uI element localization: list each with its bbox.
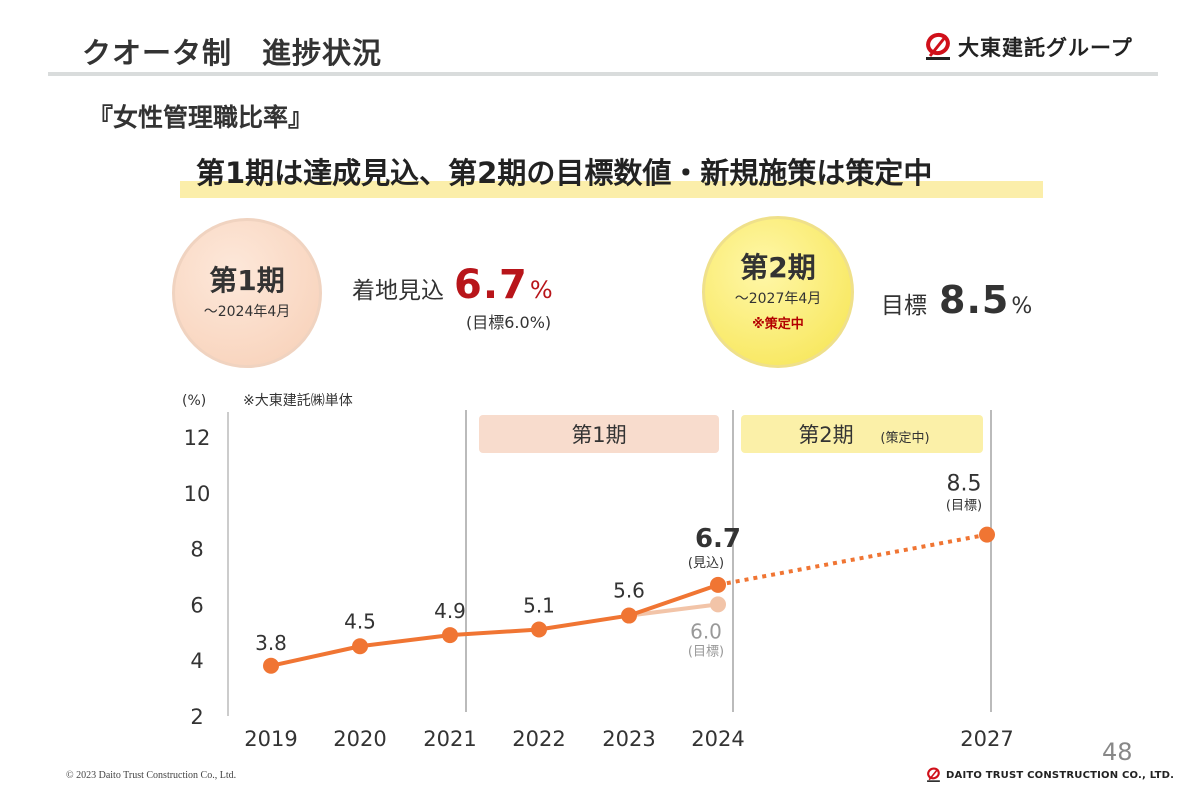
company-logo: 大東建託グループ <box>924 32 1133 62</box>
forecast-annotation: (見込) <box>688 556 724 571</box>
y-tick-label: 4 <box>190 649 203 673</box>
data-label: 3.8 <box>255 631 287 655</box>
x-tick-label: 2019 <box>244 727 297 751</box>
data-point <box>352 638 368 655</box>
data-point <box>621 607 637 624</box>
target-line-period1 <box>628 602 719 618</box>
daito-logo-icon <box>926 32 950 60</box>
period1-range: ～2024年4月 <box>203 304 291 321</box>
target-value: 8.5 <box>939 278 1010 322</box>
data-point <box>263 657 279 674</box>
footer-company: DAITO TRUST CONSTRUCTION CO., LTD. <box>946 769 1175 781</box>
x-tick-label: 2022 <box>512 727 565 751</box>
band-period2 <box>741 415 983 453</box>
section-title: 『女性管理職比率』 <box>88 103 314 132</box>
data-point <box>531 621 547 638</box>
period2-circle: 第2期 ～2027年4月 ※策定中 <box>702 216 854 368</box>
target-line-period2 <box>717 532 988 587</box>
actual-line <box>270 582 719 668</box>
header-divider <box>48 72 1158 76</box>
period1-title: 第1期 <box>209 263 285 297</box>
band-period1 <box>479 415 719 453</box>
target-annotation-2024: (目標) <box>688 644 724 659</box>
data-label: 5.6 <box>613 579 645 603</box>
x-tick-label: 2027 <box>960 727 1013 751</box>
target-label: 目標 <box>881 293 927 319</box>
period2-title: 第2期 <box>740 250 816 284</box>
target-annotation-2027: (目標) <box>946 499 982 514</box>
y-unit-label: (%) <box>182 393 206 409</box>
headline-highlight <box>180 181 1043 198</box>
x-tick-label: 2024 <box>691 727 744 751</box>
x-tick-label: 2020 <box>333 727 386 751</box>
chart-note: ※大東建託㈱単体 <box>243 393 353 409</box>
y-tick-label: 2 <box>190 705 203 729</box>
copyright: © 2023 Daito Trust Construction Co., Ltd… <box>66 770 237 781</box>
period2-range: ～2027年4月 <box>734 291 822 308</box>
footer-logo: DAITO TRUST CONSTRUCTION CO., LTD. <box>926 767 1174 783</box>
period2-note: ※策定中 <box>752 317 804 333</box>
period1-circle: 第1期 ～2024年4月 <box>172 218 322 368</box>
band-period1-label: 第1期 <box>571 423 626 447</box>
band-period2-label: 第2期 <box>798 423 853 447</box>
daito-logo-icon <box>927 767 940 782</box>
target-label-2027: 8.5 <box>947 472 982 497</box>
band-period2-sub: (策定中) <box>880 430 929 446</box>
page-title: クオータ制 進捗状況 <box>82 36 383 70</box>
period2-summary: 目標 8.5 % <box>881 278 1032 322</box>
headline: 第1期は達成見込、第2期の目標数値・新規施策は策定中 <box>196 156 933 190</box>
x-tick-label: 2021 <box>423 727 476 751</box>
logo-text: 大東建託グループ <box>958 36 1133 60</box>
target-point <box>710 596 726 613</box>
forecast-unit: % <box>529 276 553 304</box>
data-label: 6.7 <box>695 524 741 554</box>
data-point <box>442 627 458 644</box>
page-number: 48 <box>1102 738 1133 766</box>
y-tick-label: 10 <box>184 482 211 506</box>
y-tick-label: 6 <box>190 593 203 617</box>
target-2027-point <box>979 526 995 543</box>
data-label: 5.1 <box>523 594 555 618</box>
data-label: 4.9 <box>434 599 466 623</box>
target-label-2024: 6.0 <box>690 619 722 643</box>
forecast-value: 6.7 <box>454 262 528 308</box>
period1-target: (目標6.0%) <box>466 313 552 332</box>
period1-summary: 着地見込 6.7 % <box>352 262 553 308</box>
y-tick-label: 8 <box>190 538 203 562</box>
y-tick-label: 12 <box>184 426 211 450</box>
target-unit: % <box>1011 294 1033 319</box>
x-tick-label: 2023 <box>602 727 655 751</box>
data-label: 4.5 <box>344 609 376 633</box>
data-point <box>710 576 726 593</box>
forecast-label: 着地見込 <box>352 278 444 304</box>
